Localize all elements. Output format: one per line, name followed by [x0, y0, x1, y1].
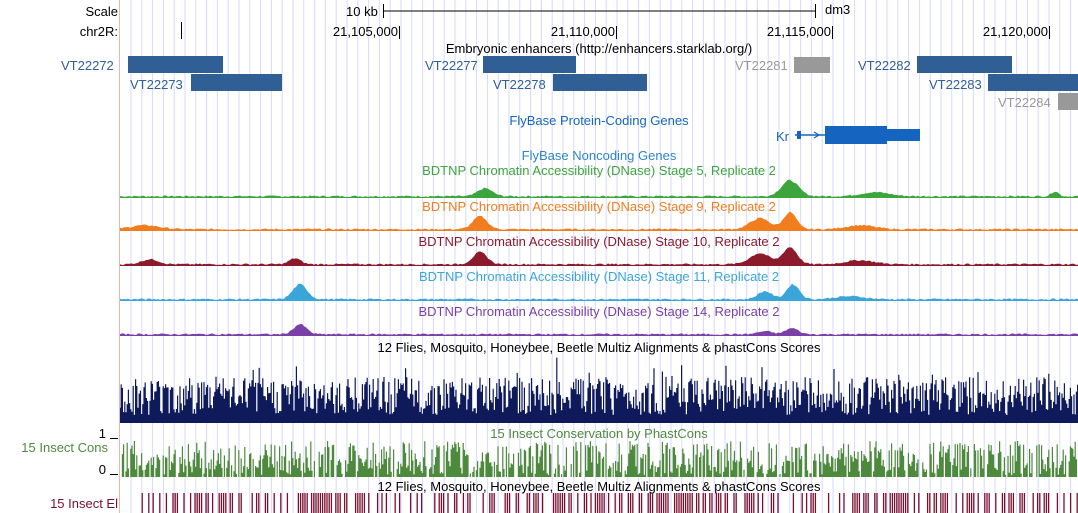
multiz-track-title: 12 Flies, Mosquito, Honeybee, Beetle Mul… [377, 340, 821, 355]
dnase-track-title: BDTNP Chromatin Accessibility (DNase) St… [422, 163, 776, 178]
enhancer-label[interactable]: VT22284 [998, 95, 1051, 110]
protein-coding-track-title: FlyBase Protein-Coding Genes [509, 113, 689, 128]
insect-el-side-label[interactable]: 15 Insect El [50, 496, 118, 511]
enhancer-label[interactable]: VT22272 [61, 58, 114, 73]
enhancer-feature[interactable] [553, 74, 647, 91]
position-label: 21,105,000 [332, 24, 398, 39]
gene-label-kr[interactable]: Kr [776, 129, 789, 144]
dnase-signal [120, 323, 1078, 336]
insect-el-track-title: 12 Flies, Mosquito, Honeybee, Beetle Mul… [377, 479, 821, 494]
dnase-signal [120, 211, 1078, 231]
chrom-label: chr2R: [79, 24, 118, 39]
enhancer-feature[interactable] [988, 74, 1078, 91]
insect-cons-track-title: 15 Insect Conservation by PhastCons [490, 426, 708, 441]
enhancer-label[interactable]: VT22283 [929, 77, 982, 92]
noncoding-track-title: FlyBase Noncoding Genes [521, 148, 677, 163]
position-label: 21,120,000 [982, 24, 1048, 39]
dnase-track-title: BDTNP Chromatin Accessibility (DNase) St… [418, 304, 780, 319]
position-label: 21,115,000 [766, 24, 831, 39]
insect-cons-axis-top: 1 [98, 426, 106, 441]
dnase-signal [120, 247, 1078, 266]
scale-bar [181, 4, 1050, 39]
scale-bar-label: 10 kb [346, 4, 378, 19]
position-label: 21,110,000 [550, 24, 615, 39]
enhancer-label[interactable]: VT22273 [130, 77, 183, 92]
enhancer-feature[interactable] [1058, 93, 1078, 110]
insect-cons-bars [121, 441, 1077, 477]
dnase-track-title: BDTNP Chromatin Accessibility (DNase) St… [418, 269, 780, 284]
insect-cons-signal [121, 441, 1077, 477]
enhancer-label[interactable]: VT22282 [858, 58, 911, 73]
enhancer-feature[interactable] [191, 74, 282, 91]
gene-model-kr[interactable] [795, 124, 925, 146]
enhancers-track-title: Embryonic enhancers (http://enhancers.st… [445, 41, 753, 56]
assembly-label: dm3 [825, 2, 851, 17]
insect-el-blocks [141, 493, 1078, 513]
dnase-signal [120, 283, 1078, 301]
enhancer-feature[interactable] [794, 57, 830, 73]
insect-cons-axis-bottom: 0 [98, 462, 106, 477]
enhancer-label[interactable]: VT22278 [493, 77, 546, 92]
insect-el-signal [141, 493, 1078, 513]
scale-label: Scale [85, 4, 118, 19]
enhancer-label[interactable]: VT22281 [735, 58, 788, 73]
dnase-signal [120, 179, 1078, 198]
enhancer-feature[interactable] [917, 56, 1012, 73]
enhancer-feature[interactable] [483, 56, 576, 73]
enhancer-feature[interactable] [128, 56, 223, 73]
dnase-track-title: BDTNP Chromatin Accessibility (DNase) St… [422, 199, 776, 214]
insect-cons-axis-ticks [110, 438, 118, 475]
insect-cons-side-label[interactable]: 15 Insect Cons [21, 440, 108, 455]
enhancer-label[interactable]: VT22277 [425, 58, 478, 73]
dnase-track-title: BDTNP Chromatin Accessibility (DNase) St… [418, 234, 780, 249]
